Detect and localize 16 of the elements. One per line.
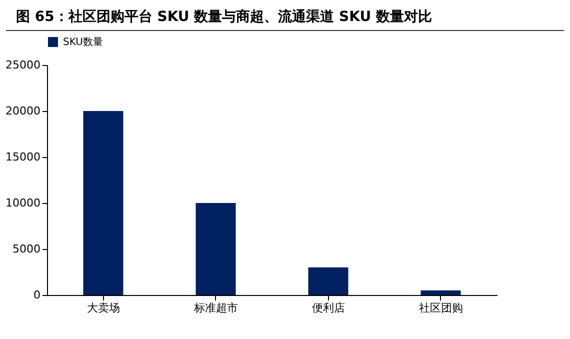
x-tick-label: 社区团购 <box>418 302 463 314</box>
y-tick-label: 15000 <box>6 150 40 164</box>
y-tick-label: 0 <box>34 288 40 302</box>
y-tick-label: 5000 <box>12 242 40 256</box>
bar <box>420 290 461 295</box>
bar <box>308 267 348 295</box>
bar <box>83 111 124 295</box>
legend-label: SKU数量 <box>63 37 103 48</box>
y-tick-label: 25000 <box>6 58 40 72</box>
x-tick-label: 大卖场 <box>86 302 120 314</box>
x-tick-label: 标准超市 <box>192 302 238 314</box>
y-tick-label: 10000 <box>6 196 40 210</box>
chart-title: 图 65：社区团购平台 SKU 数量与商超、流通渠道 SKU 数量对比 <box>6 0 564 31</box>
bar <box>196 203 236 295</box>
y-tick-label: 20000 <box>6 104 40 118</box>
x-tick-label: 便利店 <box>312 302 345 314</box>
